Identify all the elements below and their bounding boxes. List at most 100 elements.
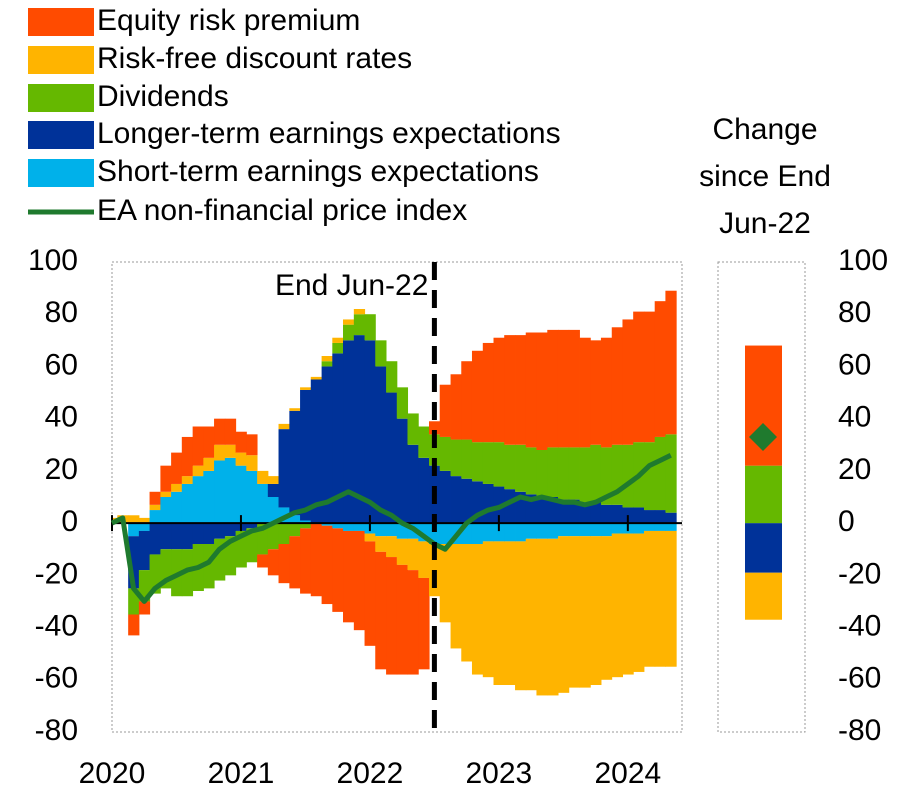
side-frame xyxy=(717,261,806,733)
y2-tick-label: 60 xyxy=(838,348,871,381)
side-bar-segment xyxy=(745,572,782,620)
legend-label: EA non-financial price index xyxy=(97,194,467,227)
area-segment xyxy=(557,536,570,693)
area-segment xyxy=(579,502,591,524)
area-segment xyxy=(461,361,473,440)
area-segment xyxy=(407,444,419,524)
area-segment xyxy=(504,541,516,685)
area-segment xyxy=(450,374,462,440)
area-segment xyxy=(525,538,537,691)
area-segment xyxy=(418,457,430,524)
y-tick-label: 40 xyxy=(45,401,78,434)
side-bar-segment xyxy=(745,523,782,573)
area-segment xyxy=(214,418,226,445)
area-segment xyxy=(633,507,645,524)
legend-label: Longer-term earnings expectations xyxy=(97,117,561,150)
y2-tick-label: 40 xyxy=(838,401,871,434)
area-segment xyxy=(246,455,258,471)
area-segment xyxy=(224,536,237,576)
area-segment xyxy=(461,523,473,544)
area-segment xyxy=(321,356,333,362)
area-segment xyxy=(386,392,398,524)
area-segment xyxy=(611,504,624,524)
area-segment xyxy=(332,528,344,612)
area-segment xyxy=(332,342,344,354)
area-segment xyxy=(267,483,280,497)
area-segment xyxy=(622,319,634,445)
area-segment xyxy=(138,523,151,531)
area-segment xyxy=(429,434,441,466)
area-segment xyxy=(289,515,301,524)
area-segment xyxy=(471,544,484,675)
area-segment xyxy=(235,431,247,453)
area-segment xyxy=(654,530,666,667)
area-segment xyxy=(493,442,505,487)
area-segment xyxy=(160,549,172,589)
area-segment xyxy=(654,510,666,524)
y-tick-label: 20 xyxy=(45,453,78,486)
area-segment xyxy=(343,324,355,341)
area-segment xyxy=(353,530,366,631)
area-segment xyxy=(450,544,462,649)
area-segment xyxy=(224,418,237,445)
area-segment xyxy=(214,460,226,524)
area-segment xyxy=(396,418,409,524)
area-segment xyxy=(461,544,473,662)
area-segment xyxy=(353,314,366,336)
area-segment xyxy=(418,541,430,578)
area-segment xyxy=(665,290,677,435)
y-tick-label: -80 xyxy=(35,714,78,747)
area-segment xyxy=(396,523,409,539)
area-segment xyxy=(407,538,419,571)
area-segment xyxy=(386,557,398,675)
area-segment xyxy=(536,523,548,539)
area-segment xyxy=(149,504,161,511)
area-segment xyxy=(622,533,634,675)
area-segment xyxy=(343,319,355,325)
area-segment xyxy=(364,340,376,524)
area-segment xyxy=(536,497,548,524)
area-segment xyxy=(644,510,656,524)
area-segment xyxy=(439,384,451,437)
area-segment xyxy=(300,528,312,594)
area-segment xyxy=(590,536,602,685)
area-segment xyxy=(332,337,344,343)
area-segment xyxy=(149,510,161,524)
area-segment xyxy=(407,413,419,445)
area-segment xyxy=(267,476,280,484)
area-segment xyxy=(568,447,580,500)
area-segment xyxy=(633,523,645,534)
area-segment xyxy=(547,329,559,448)
area-segment xyxy=(644,311,656,443)
area-segment xyxy=(278,523,290,544)
area-segment xyxy=(138,601,151,615)
area-segment xyxy=(590,523,602,537)
legend-swatch xyxy=(28,159,94,187)
area-segment xyxy=(471,523,484,544)
area-segment xyxy=(536,332,548,450)
area-segment xyxy=(224,523,237,537)
area-segment xyxy=(203,544,215,589)
area-segment xyxy=(665,523,677,531)
legend-swatch xyxy=(28,121,94,149)
area-segment xyxy=(471,481,484,524)
area-segment xyxy=(289,523,301,537)
area-segment xyxy=(429,523,441,544)
area-segment xyxy=(224,457,237,524)
area-segment xyxy=(278,423,290,430)
area-segment xyxy=(450,476,462,524)
area-segment xyxy=(214,538,226,581)
y2-tick-label: 0 xyxy=(838,505,855,538)
area-segment xyxy=(547,523,559,539)
area-segment xyxy=(547,447,559,497)
area-segment xyxy=(128,523,140,537)
area-segment xyxy=(181,476,194,484)
area-segment xyxy=(461,478,473,524)
area-segment xyxy=(128,614,140,636)
area-segment xyxy=(396,564,409,675)
area-segment xyxy=(343,530,355,623)
y-tick-label: 0 xyxy=(61,505,78,538)
y2-tick-label: -80 xyxy=(838,714,881,747)
y2-tick-label: -20 xyxy=(838,557,881,590)
